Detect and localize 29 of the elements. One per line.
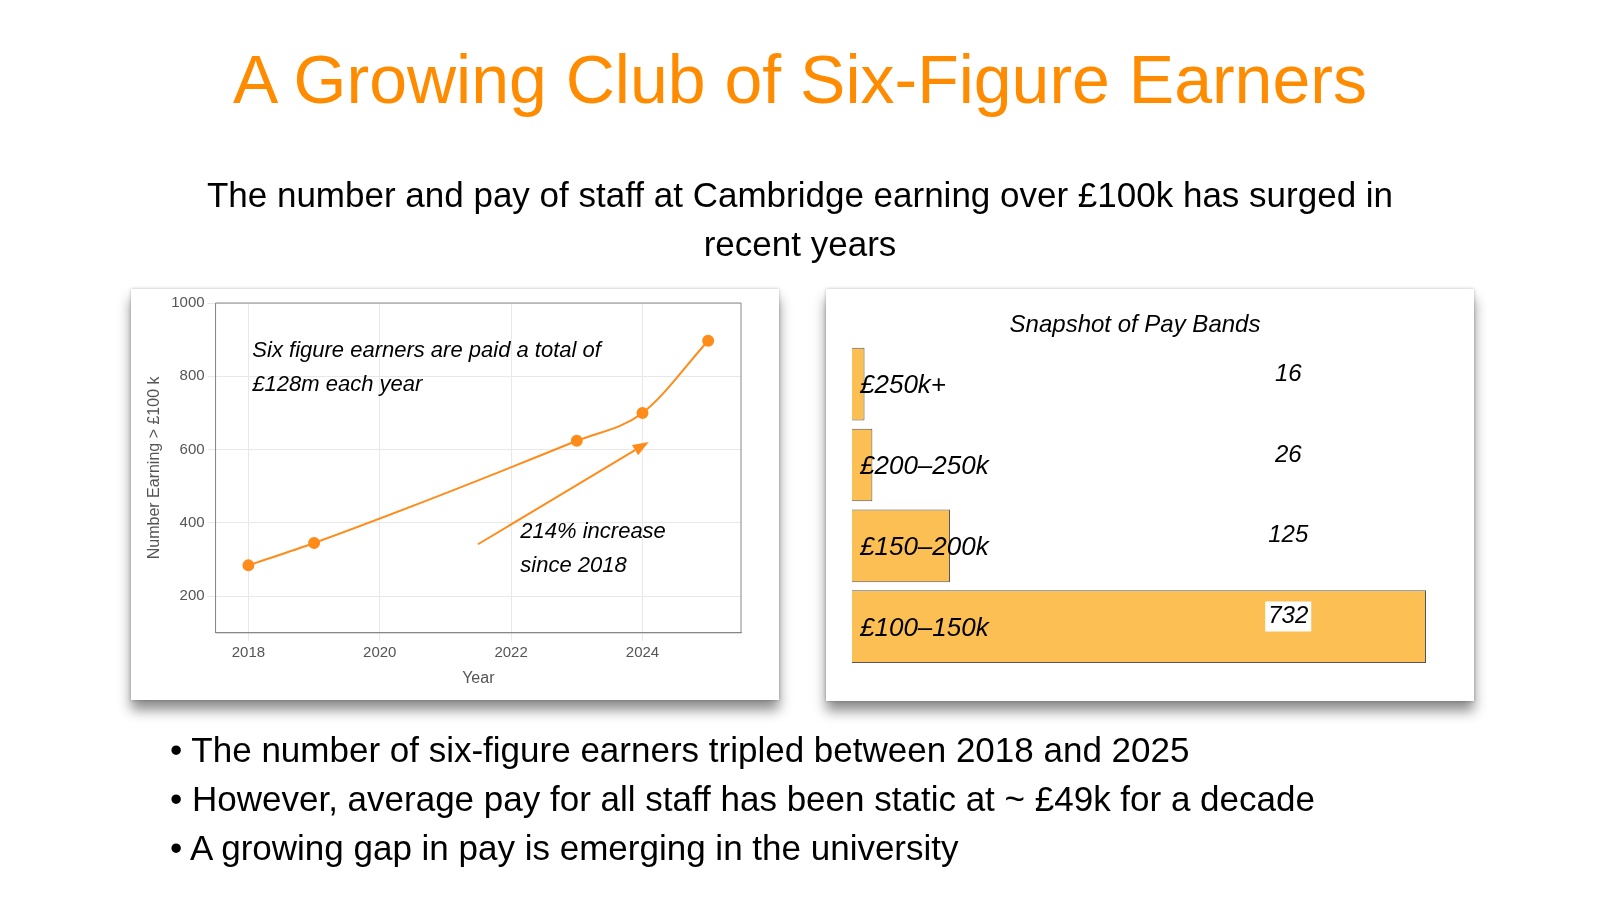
point [308, 537, 321, 550]
y-tick-label: 200 [179, 586, 205, 604]
x-axis-title: Year [462, 668, 496, 686]
x-tick-label: 2022 [494, 642, 528, 660]
point [570, 434, 583, 447]
y-tick-label: 400 [179, 513, 205, 531]
data-label: 16 [1274, 358, 1303, 386]
text: A Growing Club of Six-Figure Earners [232, 40, 1368, 118]
text: • However, average pay for all staff has been static at ~ £49k for a decade [170, 778, 1316, 820]
y-tick-label: 600 [179, 439, 205, 457]
data-label: 125 [1268, 520, 1309, 548]
x-tick-label: 2020 [363, 642, 397, 660]
y-axis-title: Number Earning > £100 k [145, 375, 163, 560]
text: The number and pay of staff at Cambridge earning over £100k has surged in recent years [205, 174, 1395, 265]
text: • A growing gap in pay is emerging in the university [170, 827, 960, 869]
y-tick-label: 800 [179, 366, 205, 384]
y-tick-label: 1000 [171, 293, 205, 311]
x-tick-label: 2024 [625, 642, 660, 660]
x-tick-label: 2018 [231, 642, 266, 660]
text: • The number of six-figure earners tripled between 2018 and 2025 [170, 729, 1191, 771]
annotation: 214% increase since 2018 [520, 517, 667, 580]
data-label: 732 [1268, 601, 1309, 629]
point [242, 559, 255, 572]
y-tick-label: £100–150k [859, 611, 991, 642]
chart-title: Snapshot of Pay Bands [1009, 310, 1261, 338]
data-label: 26 [1273, 439, 1303, 467]
annotation: Six figure earners are paid a total of £128m each year [252, 335, 604, 398]
point [702, 334, 715, 347]
point [636, 406, 649, 419]
